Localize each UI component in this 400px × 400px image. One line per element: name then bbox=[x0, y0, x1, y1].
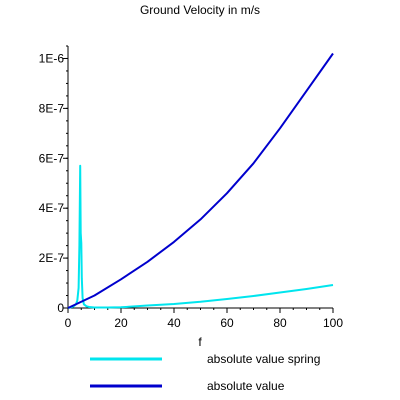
y-tick-label: 0 bbox=[57, 301, 64, 315]
series-line-spring bbox=[67, 164, 334, 309]
x-tick-label: 60 bbox=[220, 316, 234, 330]
x-tick-label: 100 bbox=[323, 316, 343, 330]
y-tick-label: 1E-6 bbox=[39, 51, 65, 65]
series-layer bbox=[67, 52, 334, 309]
x-tick-label: 40 bbox=[167, 316, 181, 330]
x-tick-label: 80 bbox=[273, 316, 287, 330]
legend: absolute value spring absolute value bbox=[90, 352, 320, 393]
x-tick-label: 0 bbox=[65, 316, 72, 330]
series-line-absolute bbox=[67, 52, 334, 309]
y-tick-label: 4E-7 bbox=[39, 201, 65, 215]
legend-label-spring: absolute value spring bbox=[207, 352, 320, 366]
x-axis-ticks: 0 20 40 60 80 100 bbox=[65, 308, 343, 330]
axes bbox=[67, 46, 333, 309]
legend-label-absolute: absolute value bbox=[207, 379, 285, 393]
chart-title: Ground Velocity in m/s bbox=[140, 3, 260, 17]
y-axis-ticks: 0 2E-7 4E-7 6E-7 8E-7 1E-6 bbox=[39, 45, 68, 315]
y-tick-label: 6E-7 bbox=[39, 151, 65, 165]
y-tick-label: 8E-7 bbox=[39, 101, 65, 115]
y-tick-label: 2E-7 bbox=[39, 251, 65, 265]
x-axis-label: f bbox=[198, 335, 202, 349]
x-tick-label: 20 bbox=[114, 316, 128, 330]
